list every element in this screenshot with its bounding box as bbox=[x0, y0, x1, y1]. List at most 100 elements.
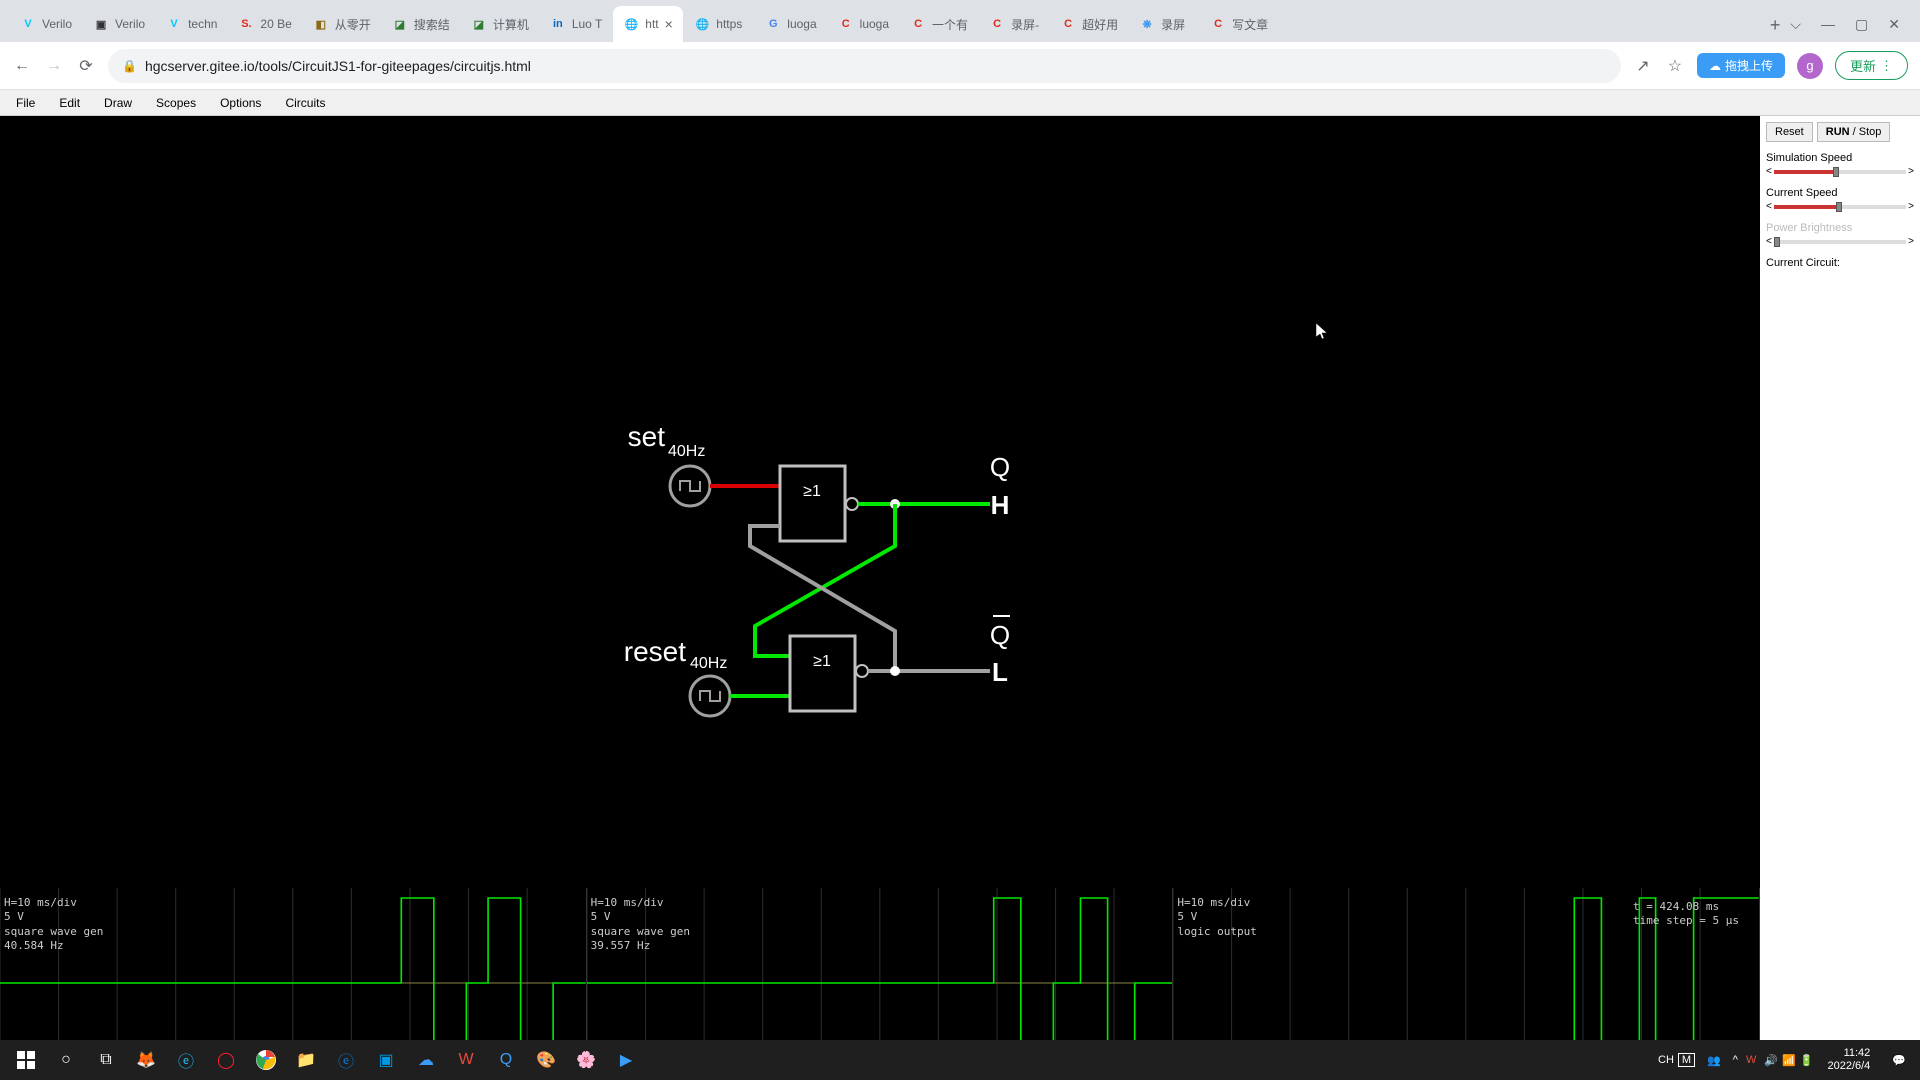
bookmark-icon[interactable]: ☆ bbox=[1665, 56, 1685, 76]
browser-tab[interactable]: Vtechn bbox=[156, 6, 227, 42]
new-tab-button[interactable]: + bbox=[1760, 9, 1791, 42]
menu-edit[interactable]: Edit bbox=[49, 93, 90, 113]
url-field[interactable]: 🔒 hgcserver.gitee.io/tools/CircuitJS1-fo… bbox=[108, 49, 1621, 83]
people-icon[interactable]: 👥 bbox=[1699, 1054, 1729, 1067]
battery-icon[interactable]: 🔋 bbox=[1800, 1054, 1814, 1067]
task-view-icon[interactable]: ⧉ bbox=[86, 1040, 126, 1080]
app-icon-4[interactable]: 🌸 bbox=[566, 1040, 606, 1080]
menu-draw[interactable]: Draw bbox=[94, 93, 142, 113]
browser-tab[interactable]: ◪搜索结 bbox=[382, 6, 460, 42]
tab-title: 录屏 bbox=[1161, 16, 1185, 33]
cortana-icon[interactable]: ○ bbox=[46, 1040, 86, 1080]
nav-forward-icon[interactable]: → bbox=[44, 56, 64, 76]
windows-taskbar: ○ ⧉ 🦊 ⓔ ◯ 📁 ⓔ ▣ ☁ W Q 🎨 🌸 ▶ CH M 👥 ^ W 🔊… bbox=[0, 1040, 1920, 1080]
start-button[interactable] bbox=[6, 1040, 46, 1080]
tab-title: luoga bbox=[787, 17, 816, 31]
browser-tab[interactable]: C一个有 bbox=[900, 6, 978, 42]
nav-back-icon[interactable]: ← bbox=[12, 56, 32, 76]
browser-tab[interactable]: ❋录屏 bbox=[1129, 6, 1199, 42]
browser-tab[interactable]: ▣ Verilo bbox=[83, 6, 155, 42]
tab-title: 录屏- bbox=[1011, 16, 1039, 33]
tab-title: Luo T bbox=[572, 17, 602, 31]
app-icon-2[interactable]: Q bbox=[486, 1040, 526, 1080]
slider[interactable]: < > bbox=[1766, 201, 1914, 212]
tab-close-icon[interactable]: × bbox=[665, 16, 673, 32]
volume-icon[interactable]: 🔊 bbox=[1764, 1054, 1778, 1067]
wps-icon[interactable]: W bbox=[446, 1040, 486, 1080]
slider-increase-icon[interactable]: > bbox=[1908, 166, 1914, 177]
menu-scopes[interactable]: Scopes bbox=[146, 93, 206, 113]
tab-title: Verilo bbox=[42, 17, 72, 31]
chrome-icon[interactable] bbox=[246, 1040, 286, 1080]
slider-increase-icon[interactable]: > bbox=[1908, 201, 1914, 212]
l-label: L bbox=[992, 657, 1008, 687]
app-icon-5[interactable]: ▶ bbox=[606, 1040, 646, 1080]
profile-avatar[interactable]: g bbox=[1797, 53, 1823, 79]
browser-tab[interactable]: Gluoga bbox=[755, 6, 826, 42]
tab-favicon: ▣ bbox=[93, 16, 109, 32]
cloud-icon: ☁ bbox=[1709, 59, 1721, 73]
edge-icon[interactable]: ⓔ bbox=[326, 1040, 366, 1080]
slider-decrease-icon[interactable]: < bbox=[1766, 236, 1772, 247]
clock[interactable]: 11:42 2022/6/4 bbox=[1817, 1047, 1880, 1073]
browser-tab[interactable]: in Luo T bbox=[540, 6, 612, 42]
share-icon[interactable]: ↗ bbox=[1633, 56, 1653, 76]
menu-file[interactable]: File bbox=[6, 93, 45, 113]
tab-favicon: in bbox=[550, 16, 566, 32]
slider[interactable]: < > bbox=[1766, 166, 1914, 177]
update-button[interactable]: 更新 ⋮ bbox=[1835, 51, 1908, 80]
window-close-icon[interactable]: ✕ bbox=[1888, 16, 1900, 33]
explorer-icon[interactable]: 📁 bbox=[286, 1040, 326, 1080]
slider-decrease-icon[interactable]: < bbox=[1766, 201, 1772, 212]
menu-options[interactable]: Options bbox=[210, 93, 271, 113]
browser-tab[interactable]: ◧从零开 bbox=[303, 6, 381, 42]
tab-favicon: C bbox=[1210, 16, 1226, 32]
wifi-icon[interactable]: 📶 bbox=[1782, 1054, 1796, 1067]
extension-button[interactable]: ☁ 拖拽上传 bbox=[1697, 53, 1785, 78]
window-minimize-icon[interactable]: — bbox=[1821, 16, 1835, 32]
browser-tab[interactable]: S.20 Be bbox=[228, 6, 301, 42]
qbar-label: Q bbox=[990, 620, 1010, 650]
slider-decrease-icon[interactable]: < bbox=[1766, 166, 1772, 177]
menu-circuits[interactable]: Circuits bbox=[275, 93, 335, 113]
firefox-icon[interactable]: 🦊 bbox=[126, 1040, 166, 1080]
tab-title: 20 Be bbox=[260, 17, 291, 31]
opera-icon[interactable]: ◯ bbox=[206, 1040, 246, 1080]
ie-icon[interactable]: ⓔ bbox=[166, 1040, 206, 1080]
set-freq: 40Hz bbox=[668, 443, 705, 460]
browser-tab[interactable]: 🌐htt× bbox=[613, 6, 683, 42]
reset-button[interactable]: Reset bbox=[1766, 122, 1813, 142]
current-circuit-label: Current Circuit: bbox=[1766, 257, 1914, 269]
browser-tab[interactable]: ◪计算机 bbox=[461, 6, 539, 42]
browser-tab[interactable]: VVerilo bbox=[10, 6, 82, 42]
notifications-icon[interactable]: 💬 bbox=[1884, 1054, 1914, 1067]
browser-tab[interactable]: C录屏- bbox=[979, 6, 1049, 42]
nav-reload-icon[interactable]: ⟳ bbox=[76, 56, 96, 76]
nor-gate-upper bbox=[780, 466, 845, 541]
tab-favicon: C bbox=[838, 16, 854, 32]
app-icon-3[interactable]: 🎨 bbox=[526, 1040, 566, 1080]
app-icon[interactable]: ▣ bbox=[366, 1040, 406, 1080]
tab-title: 搜索结 bbox=[414, 16, 450, 33]
tray-expand-icon[interactable]: ^ bbox=[1733, 1054, 1738, 1066]
tab-title: Verilo bbox=[115, 17, 145, 31]
run-stop-button[interactable]: RUN / Stop bbox=[1817, 122, 1891, 142]
browser-tab[interactable]: 🌐https bbox=[684, 6, 754, 42]
tray-icon[interactable]: W bbox=[1742, 1054, 1760, 1066]
tab-title: 一个有 bbox=[932, 16, 968, 33]
browser-tab[interactable]: Cluoga bbox=[828, 6, 899, 42]
tab-title: luoga bbox=[860, 17, 889, 31]
ime-indicator[interactable]: CH bbox=[1658, 1054, 1674, 1066]
circuit-canvas[interactable]: set 40Hz ≥1 Q H reset 40Hz bbox=[0, 116, 1760, 1078]
ime-mode[interactable]: M bbox=[1678, 1053, 1695, 1067]
window-maximize-icon[interactable]: ▢ bbox=[1855, 16, 1868, 33]
browser-tab[interactable]: C超好用 bbox=[1050, 6, 1128, 42]
tab-list-icon[interactable]: ⌵ bbox=[1790, 16, 1801, 33]
browser-tab[interactable]: C写文章 bbox=[1200, 6, 1278, 42]
scope-time-info: t = 424.08 mstime step = 5 µs bbox=[1633, 900, 1739, 929]
tab-favicon: V bbox=[166, 16, 182, 32]
tab-title: 计算机 bbox=[493, 16, 529, 33]
slider[interactable]: < > bbox=[1766, 236, 1914, 247]
baidu-icon[interactable]: ☁ bbox=[406, 1040, 446, 1080]
slider-increase-icon[interactable]: > bbox=[1908, 236, 1914, 247]
